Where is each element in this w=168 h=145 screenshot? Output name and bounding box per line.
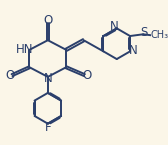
Text: S: S bbox=[140, 26, 148, 39]
Text: N: N bbox=[44, 72, 53, 85]
Text: CH₃: CH₃ bbox=[150, 30, 168, 40]
Text: O: O bbox=[43, 14, 52, 27]
Text: O: O bbox=[82, 69, 91, 82]
Text: N: N bbox=[129, 44, 137, 57]
Text: N: N bbox=[110, 20, 118, 33]
Text: HN: HN bbox=[16, 43, 33, 56]
Text: F: F bbox=[45, 121, 51, 134]
Text: O: O bbox=[5, 69, 15, 82]
